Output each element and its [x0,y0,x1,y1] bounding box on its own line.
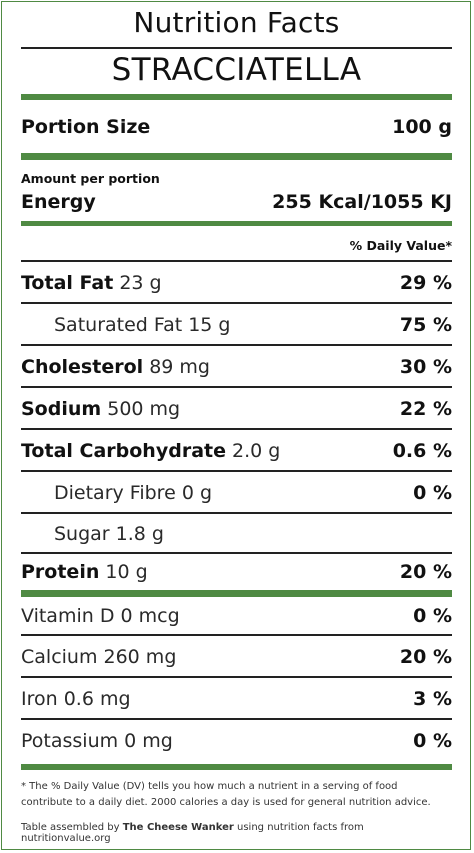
energy-label: Energy [21,191,96,213]
nutrient-label: Total Carbohydrate 2.0 g [21,440,281,462]
nutrient-row-total-fat: Total Fat 23 g 29 % [21,264,452,302]
divider [21,634,452,636]
divider [21,512,452,514]
portion-size-label: Portion Size [21,116,151,138]
nutrient-label: Protein 10 g [21,561,148,583]
micronutrient-dv: 0 % [413,605,452,627]
green-divider [21,221,452,226]
credit-author: The Cheese Wanker [122,822,234,833]
nutrient-dv: 0.6 % [392,440,452,462]
product-name: STRACCIATELLA [111,52,362,88]
nutrient-dv: 22 % [399,398,452,420]
nutrient-label: Saturated Fat 15 g [54,314,231,336]
energy-value: 255 Kcal/1055 KJ [272,191,452,213]
micronutrient-label: Calcium 260 mg [21,646,177,668]
micronutrient-label: Vitamin D 0 mcg [21,605,180,627]
divider [21,47,452,49]
divider [21,344,452,346]
nutrient-row-sodium: Sodium 500 mg 22 % [21,390,452,428]
micronutrient-dv: 0 % [413,730,452,752]
nutrient-label: Total Fat 23 g [21,272,162,294]
nutrient-row-total-carbohydrate: Total Carbohydrate 2.0 g 0.6 % [21,432,452,470]
divider [21,552,452,554]
divider [21,718,452,720]
nutrient-dv: 75 % [399,314,452,336]
micronutrient-label: Iron 0.6 mg [21,688,131,710]
portion-size-value: 100 g [392,116,452,138]
nutrient-dv: 29 % [399,272,452,294]
nutrient-dv: 20 % [399,561,452,583]
nutrient-row-cholesterol: Cholesterol 89 mg 30 % [21,348,452,386]
nutrient-label: Cholesterol 89 mg [21,356,210,378]
amount-per-portion-row: Amount per portion [21,168,452,188]
micronutrient-row-vitamin-d: Vitamin D 0 mcg 0 % [21,598,452,634]
table-credit: Table assembled by The Cheese Wanker usi… [21,822,364,844]
nutrient-row-sugar: Sugar 1.8 g [21,516,452,552]
micronutrient-dv: 20 % [399,646,452,668]
divider [21,386,452,388]
nutrient-label: Dietary Fibre 0 g [54,482,213,504]
green-divider [21,590,452,597]
daily-value-header-row: % Daily Value* [21,235,452,255]
divider [21,470,452,472]
divider [21,676,452,678]
nutrient-dv: 30 % [399,356,452,378]
nutrient-row-saturated-fat: Saturated Fat 15 g 75 % [21,306,452,344]
micronutrient-dv: 3 % [413,688,452,710]
micronutrient-row-calcium: Calcium 260 mg 20 % [21,638,452,676]
nutrient-dv: 0 % [413,482,452,504]
nutrition-label-content: Nutrition Facts STRACCIATELLA Portion Si… [21,2,452,849]
green-divider [21,94,452,100]
nutrient-label: Sodium 500 mg [21,398,181,420]
divider [21,302,452,304]
energy-row: Energy 255 Kcal/1055 KJ [21,187,452,217]
green-divider [21,153,452,160]
label-title: Nutrition Facts [133,6,340,39]
nutrient-row-dietary-fibre: Dietary Fibre 0 g 0 % [21,474,452,512]
micronutrient-label: Potassium 0 mg [21,730,173,752]
divider [21,428,452,430]
micronutrient-row-potassium: Potassium 0 mg 0 % [21,722,452,760]
amount-per-portion-label: Amount per portion [21,170,160,186]
daily-value-footnote: * The % Daily Value (DV) tells you how m… [21,781,431,808]
nutrient-row-protein: Protein 10 g 20 % [21,555,452,589]
daily-value-header: % Daily Value* [349,237,452,253]
green-divider [21,764,452,770]
nutrient-label: Sugar 1.8 g [54,523,164,545]
micronutrient-row-iron: Iron 0.6 mg 3 % [21,680,452,718]
portion-size-row: Portion Size 100 g [21,112,452,142]
divider [21,260,452,262]
